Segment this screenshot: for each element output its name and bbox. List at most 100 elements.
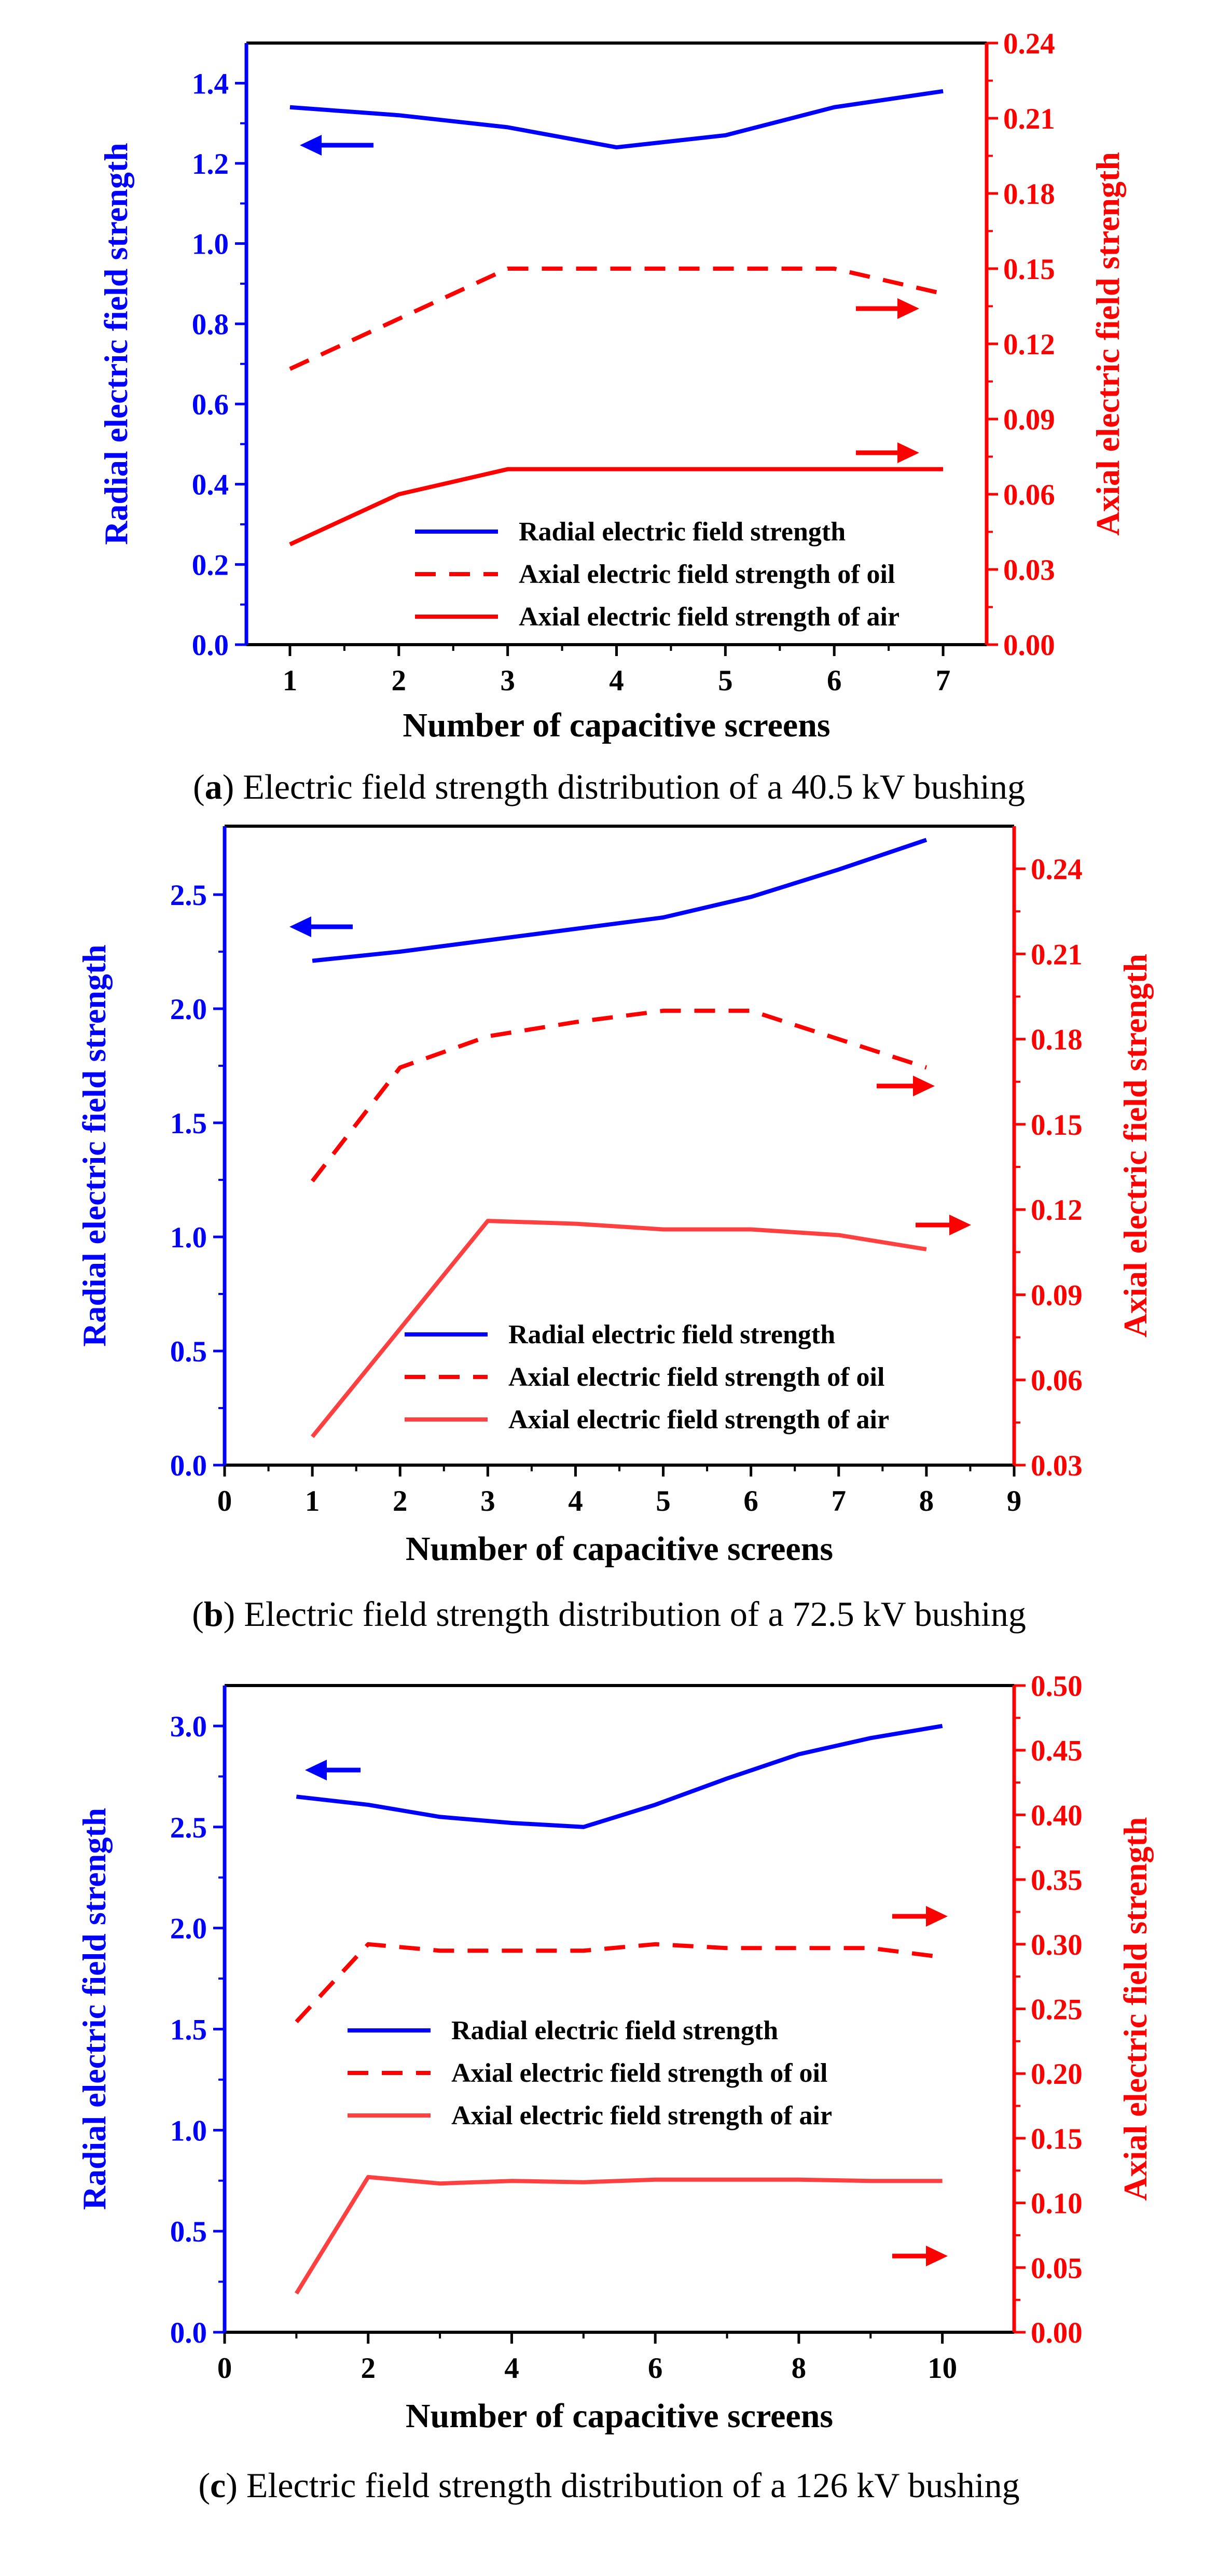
right-y-tick-label: 0.21 — [1031, 938, 1083, 971]
left-y-tick-label: 0.0 — [170, 1450, 207, 1482]
series-line-2 — [289, 467, 944, 547]
left-y-axis-title: Radial electric field strength — [76, 944, 113, 1347]
series-line-2 — [311, 1219, 927, 1438]
x-tick-label: 4 — [568, 1485, 583, 1517]
left-y-tick-label: 0.0 — [170, 2317, 207, 2349]
left-y-tick-label: 1.0 — [192, 228, 229, 261]
direction-arrow-0-head — [305, 1760, 327, 1780]
legend-label: Axial electric field strength of air — [519, 602, 899, 632]
x-tick-label: 7 — [832, 1485, 847, 1517]
right-y-axis-title: Axial electric field strength — [1117, 954, 1154, 1338]
right-y-tick-label: 0.15 — [1031, 1109, 1083, 1141]
x-tick-label: 2 — [361, 2352, 376, 2385]
series-line-2 — [294, 2175, 943, 2295]
direction-arrow-1-head — [913, 1076, 935, 1096]
x-tick-label: 0 — [217, 1485, 232, 1517]
right-y-tick-label: 0.06 — [1031, 1364, 1083, 1397]
series-line-1 — [289, 267, 944, 371]
right-y-axis-title: Axial electric field strength — [1089, 152, 1126, 536]
direction-arrow-2-head — [926, 2246, 948, 2266]
left-y-tick-label: 1.0 — [170, 2114, 207, 2147]
x-tick-label: 8 — [919, 1485, 934, 1517]
right-y-tick-label: 0.06 — [1003, 479, 1055, 511]
legend: Radial electric field strength Axial elec… — [348, 2016, 832, 2131]
direction-arrow-0 — [305, 1760, 361, 1780]
left-y-tick-label: 1.4 — [192, 67, 229, 100]
x-tick-label: 6 — [648, 2352, 663, 2385]
left-y-tick-label: 3.0 — [170, 1710, 207, 1743]
x-tick-label: 7 — [936, 664, 951, 697]
direction-arrow-1-head — [897, 298, 919, 319]
direction-arrow-2-head — [949, 1215, 971, 1235]
right-y-tick-label: 0.30 — [1031, 1929, 1083, 1961]
left-y-tick-label: 0.4 — [192, 469, 229, 502]
right-y-tick-label: 0.10 — [1031, 2188, 1083, 2220]
right-y-tick-label: 0.24 — [1003, 27, 1055, 60]
right-y-axis-title: Axial electric field strength — [1117, 1817, 1154, 2201]
x-tick-label: 5 — [656, 1485, 671, 1517]
x-tick-label: 2 — [393, 1485, 408, 1517]
right-y-tick-label: 0.03 — [1031, 1450, 1083, 1482]
right-y-tick-label: 0.03 — [1003, 554, 1055, 587]
left-y-tick-label: 2.5 — [170, 1812, 207, 1844]
direction-arrow-1 — [877, 1076, 935, 1096]
right-y-tick-label: 0.18 — [1003, 178, 1055, 211]
direction-arrow-2-head — [897, 442, 919, 463]
right-y-tick-label: 0.00 — [1003, 629, 1055, 662]
legend-label: Radial electric field strength — [508, 1320, 835, 1349]
x-axis-title: Number of capacitive screens — [403, 706, 830, 744]
left-y-tick-label: 0.6 — [192, 388, 229, 421]
left-y-tick-label: 2.5 — [170, 879, 207, 912]
x-tick-label: 3 — [480, 1485, 495, 1517]
x-axis-title: Number of capacitive screens — [406, 1530, 833, 1568]
x-tick-label: 0 — [217, 2352, 232, 2385]
legend-label: Axial electric field strength of oil — [519, 560, 895, 589]
left-y-tick-label: 1.5 — [170, 1107, 207, 1140]
right-y-tick-label: 0.25 — [1031, 1994, 1083, 2026]
x-tick-label: 2 — [392, 664, 407, 697]
right-y-tick-label: 0.50 — [1031, 1670, 1083, 1703]
x-tick-label: 6 — [827, 664, 842, 697]
left-y-tick-label: 0.0 — [192, 629, 229, 662]
legend-label: Radial electric field strength — [451, 2016, 778, 2045]
left-y-tick-label: 2.0 — [170, 993, 207, 1026]
left-y-tick-label: 0.8 — [192, 308, 229, 341]
figure-caption: (c) Electric field strength distribution… — [198, 2466, 1019, 2505]
left-y-axis-title: Radial electric field strength — [76, 1808, 113, 2210]
left-y-tick-label: 1.2 — [192, 148, 229, 180]
legend-label: Axial electric field strength of oil — [451, 2058, 827, 2088]
chart-panel-a: 1 2 3 4 5 6 7 0.0 0.2 0.4 0.6 0.8 1.0 1.2 1.4 0.00 0.03 0… — [98, 27, 1126, 806]
left-y-tick-label: 0.5 — [170, 1335, 207, 1368]
x-tick-label: 1 — [305, 1485, 320, 1517]
x-tick-label: 6 — [743, 1485, 758, 1517]
legend: Radial electric field strength Axial elec… — [405, 1320, 889, 1435]
series-line-0 — [289, 89, 944, 150]
direction-arrow-2 — [856, 442, 919, 463]
direction-arrow-0 — [300, 135, 373, 156]
direction-arrow-0-head — [300, 135, 322, 156]
left-y-tick-label: 1.0 — [170, 1221, 207, 1254]
caption-text: Electric field strength distribution of … — [244, 1594, 1026, 1634]
right-y-tick-label: 0.09 — [1003, 403, 1055, 436]
direction-arrow-2 — [892, 2246, 948, 2266]
right-y-tick-label: 0.20 — [1031, 2058, 1083, 2091]
x-tick-label: 5 — [718, 664, 733, 697]
direction-arrow-2 — [916, 1215, 971, 1235]
caption-letter: a — [205, 767, 223, 806]
x-axis-title: Number of capacitive screens — [406, 2397, 833, 2435]
chart-panel-b: 0 1 2 3 4 5 6 7 8 9 0.0 0.5 1.0 1.5 2.0 2.5 0.03 0.06 0.09… — [76, 825, 1154, 1634]
left-y-axis-title: Radial electric field strength — [98, 143, 134, 545]
direction-arrow-0-head — [289, 916, 311, 937]
right-y-tick-label: 0.15 — [1031, 2123, 1083, 2155]
right-y-tick-label: 0.15 — [1003, 253, 1055, 286]
x-tick-label: 4 — [609, 664, 624, 697]
right-y-tick-label: 0.45 — [1031, 1735, 1083, 1767]
direction-arrow-1 — [892, 1906, 948, 1927]
series-line-0 — [296, 1723, 943, 1829]
x-tick-label: 3 — [500, 664, 515, 697]
left-y-tick-label: 2.0 — [170, 1913, 207, 1945]
left-y-tick-label: 1.5 — [170, 2013, 207, 2046]
legend-label: Radial electric field strength — [519, 517, 846, 547]
right-y-tick-label: 0.00 — [1031, 2317, 1083, 2349]
series-line-1 — [295, 1942, 943, 2024]
